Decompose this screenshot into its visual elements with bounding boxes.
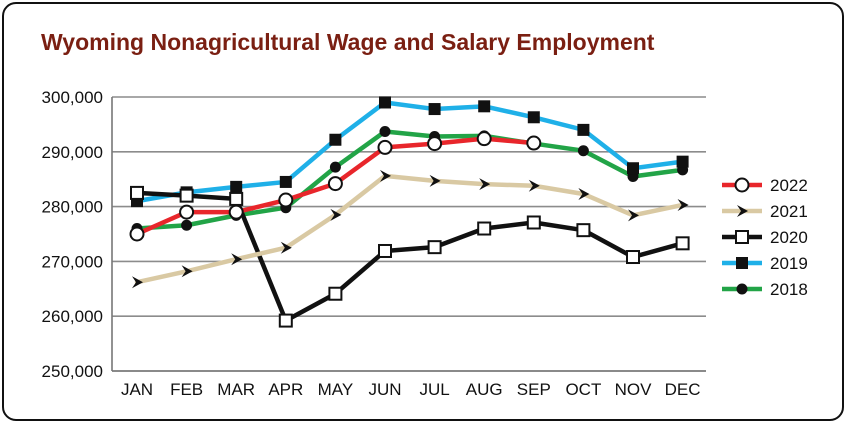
data-point-2019 <box>279 175 292 188</box>
series-line-2020 <box>134 190 685 323</box>
legend-label: 2019 <box>770 254 808 273</box>
legend-marker <box>736 283 748 295</box>
data-point-2020 <box>626 250 640 265</box>
data-point-2019 <box>627 162 639 175</box>
data-point-2020 <box>278 313 293 328</box>
data-point-2019 <box>329 133 342 146</box>
x-tick-label: JUN <box>368 380 401 399</box>
series-line-2021 <box>134 173 685 285</box>
data-point-2021 <box>578 187 590 200</box>
y-tick-label: 250,000 <box>42 362 103 381</box>
data-point-2022 <box>278 192 294 208</box>
chart-title: Wyoming Nonagricultural Wage and Salary … <box>41 29 655 55</box>
y-tick-label: 300,000 <box>42 88 103 107</box>
data-point-2022 <box>327 176 343 192</box>
data-point-2021 <box>380 169 391 182</box>
y-tick-label: 270,000 <box>42 252 103 271</box>
x-tick-label: MAR <box>217 380 255 399</box>
data-point-2020 <box>526 215 541 230</box>
data-point-2019 <box>527 111 540 124</box>
data-point-2018 <box>577 145 589 157</box>
y-axis: 250,000 260,000 270,000 280,000 290,000 300,0… <box>42 88 113 381</box>
data-point-2020 <box>477 221 492 236</box>
series-2022 <box>129 131 542 242</box>
x-tick-label: DEC <box>665 380 701 399</box>
data-point-2021 <box>479 178 491 191</box>
x-tick-label: APR <box>268 380 303 399</box>
chart-frame <box>2 2 844 421</box>
data-point-2019 <box>478 100 491 113</box>
data-point-2018 <box>379 126 391 138</box>
legend-marker <box>736 257 748 269</box>
data-point-2022 <box>179 204 195 220</box>
x-tick-label: MAY <box>318 380 354 399</box>
data-point-2020 <box>675 236 690 251</box>
legend-marker <box>735 230 749 244</box>
grid-lines <box>112 96 706 372</box>
data-point-2021 <box>528 179 540 192</box>
x-tick-label: AUG <box>466 380 503 399</box>
data-point-2020 <box>130 185 144 200</box>
data-point-2020 <box>378 243 392 258</box>
series-2019 <box>131 96 689 208</box>
series-2020 <box>130 185 690 328</box>
data-point-2019 <box>676 155 689 168</box>
data-point-2020 <box>427 240 442 255</box>
y-tick-label: 290,000 <box>42 143 103 162</box>
data-point-2021 <box>628 209 639 222</box>
legend-item-2021: 2021 <box>722 202 808 221</box>
legend-marker <box>734 177 750 193</box>
y-tick-label: 260,000 <box>42 307 103 326</box>
data-point-2019 <box>230 180 243 193</box>
series-line-2018 <box>134 129 685 231</box>
data-point-2020 <box>576 223 591 238</box>
data-point-2019 <box>428 103 441 116</box>
data-point-2022 <box>129 226 145 242</box>
legend-label: 2018 <box>770 280 808 299</box>
x-tick-label: NOV <box>615 380 653 399</box>
legend-label: 2022 <box>770 176 808 195</box>
data-point-2021 <box>181 265 193 278</box>
data-point-2018 <box>181 219 193 231</box>
x-tick-label: SEP <box>517 380 551 399</box>
data-point-2019 <box>379 96 391 109</box>
legend-item-2019: 2019 <box>722 254 808 273</box>
legend-marker <box>737 205 748 217</box>
legend-item-2018: 2018 <box>722 280 808 299</box>
data-point-2022 <box>377 139 393 155</box>
legend-label: 2020 <box>770 228 808 247</box>
legend-item-2020: 2020 <box>722 228 808 247</box>
data-point-2022 <box>427 136 443 152</box>
data-point-2020 <box>179 188 194 203</box>
data-point-2021 <box>330 208 342 221</box>
data-point-2021 <box>231 253 243 266</box>
x-tick-label: JUL <box>419 380 449 399</box>
data-point-2022 <box>476 131 492 147</box>
data-point-2020 <box>229 191 244 206</box>
data-point-2018 <box>329 161 341 173</box>
series-line-2019 <box>134 100 685 204</box>
data-point-2022 <box>228 204 244 220</box>
x-tick-label: FEB <box>170 380 203 399</box>
x-tick-label: JAN <box>121 380 153 399</box>
y-tick-label: 280,000 <box>42 198 103 217</box>
x-tick-label: OCT <box>565 380 601 399</box>
x-axis: JAN FEB MAR APR MAY JUN JUL AUG SEP OCT NOV DEC <box>112 370 706 399</box>
data-point-2021 <box>429 174 441 187</box>
data-point-2021 <box>280 241 292 254</box>
data-point-2021 <box>677 198 689 211</box>
legend-label: 2021 <box>770 202 808 221</box>
legend: 2022 2021 2020 2019 2018 <box>722 176 808 299</box>
series-2021 <box>132 169 689 289</box>
legend-item-2022: 2022 <box>722 176 808 195</box>
data-point-2022 <box>526 135 542 151</box>
data-point-2020 <box>328 286 343 301</box>
data-point-2021 <box>132 276 143 289</box>
data-point-2019 <box>577 123 590 136</box>
plot-area <box>129 96 690 328</box>
